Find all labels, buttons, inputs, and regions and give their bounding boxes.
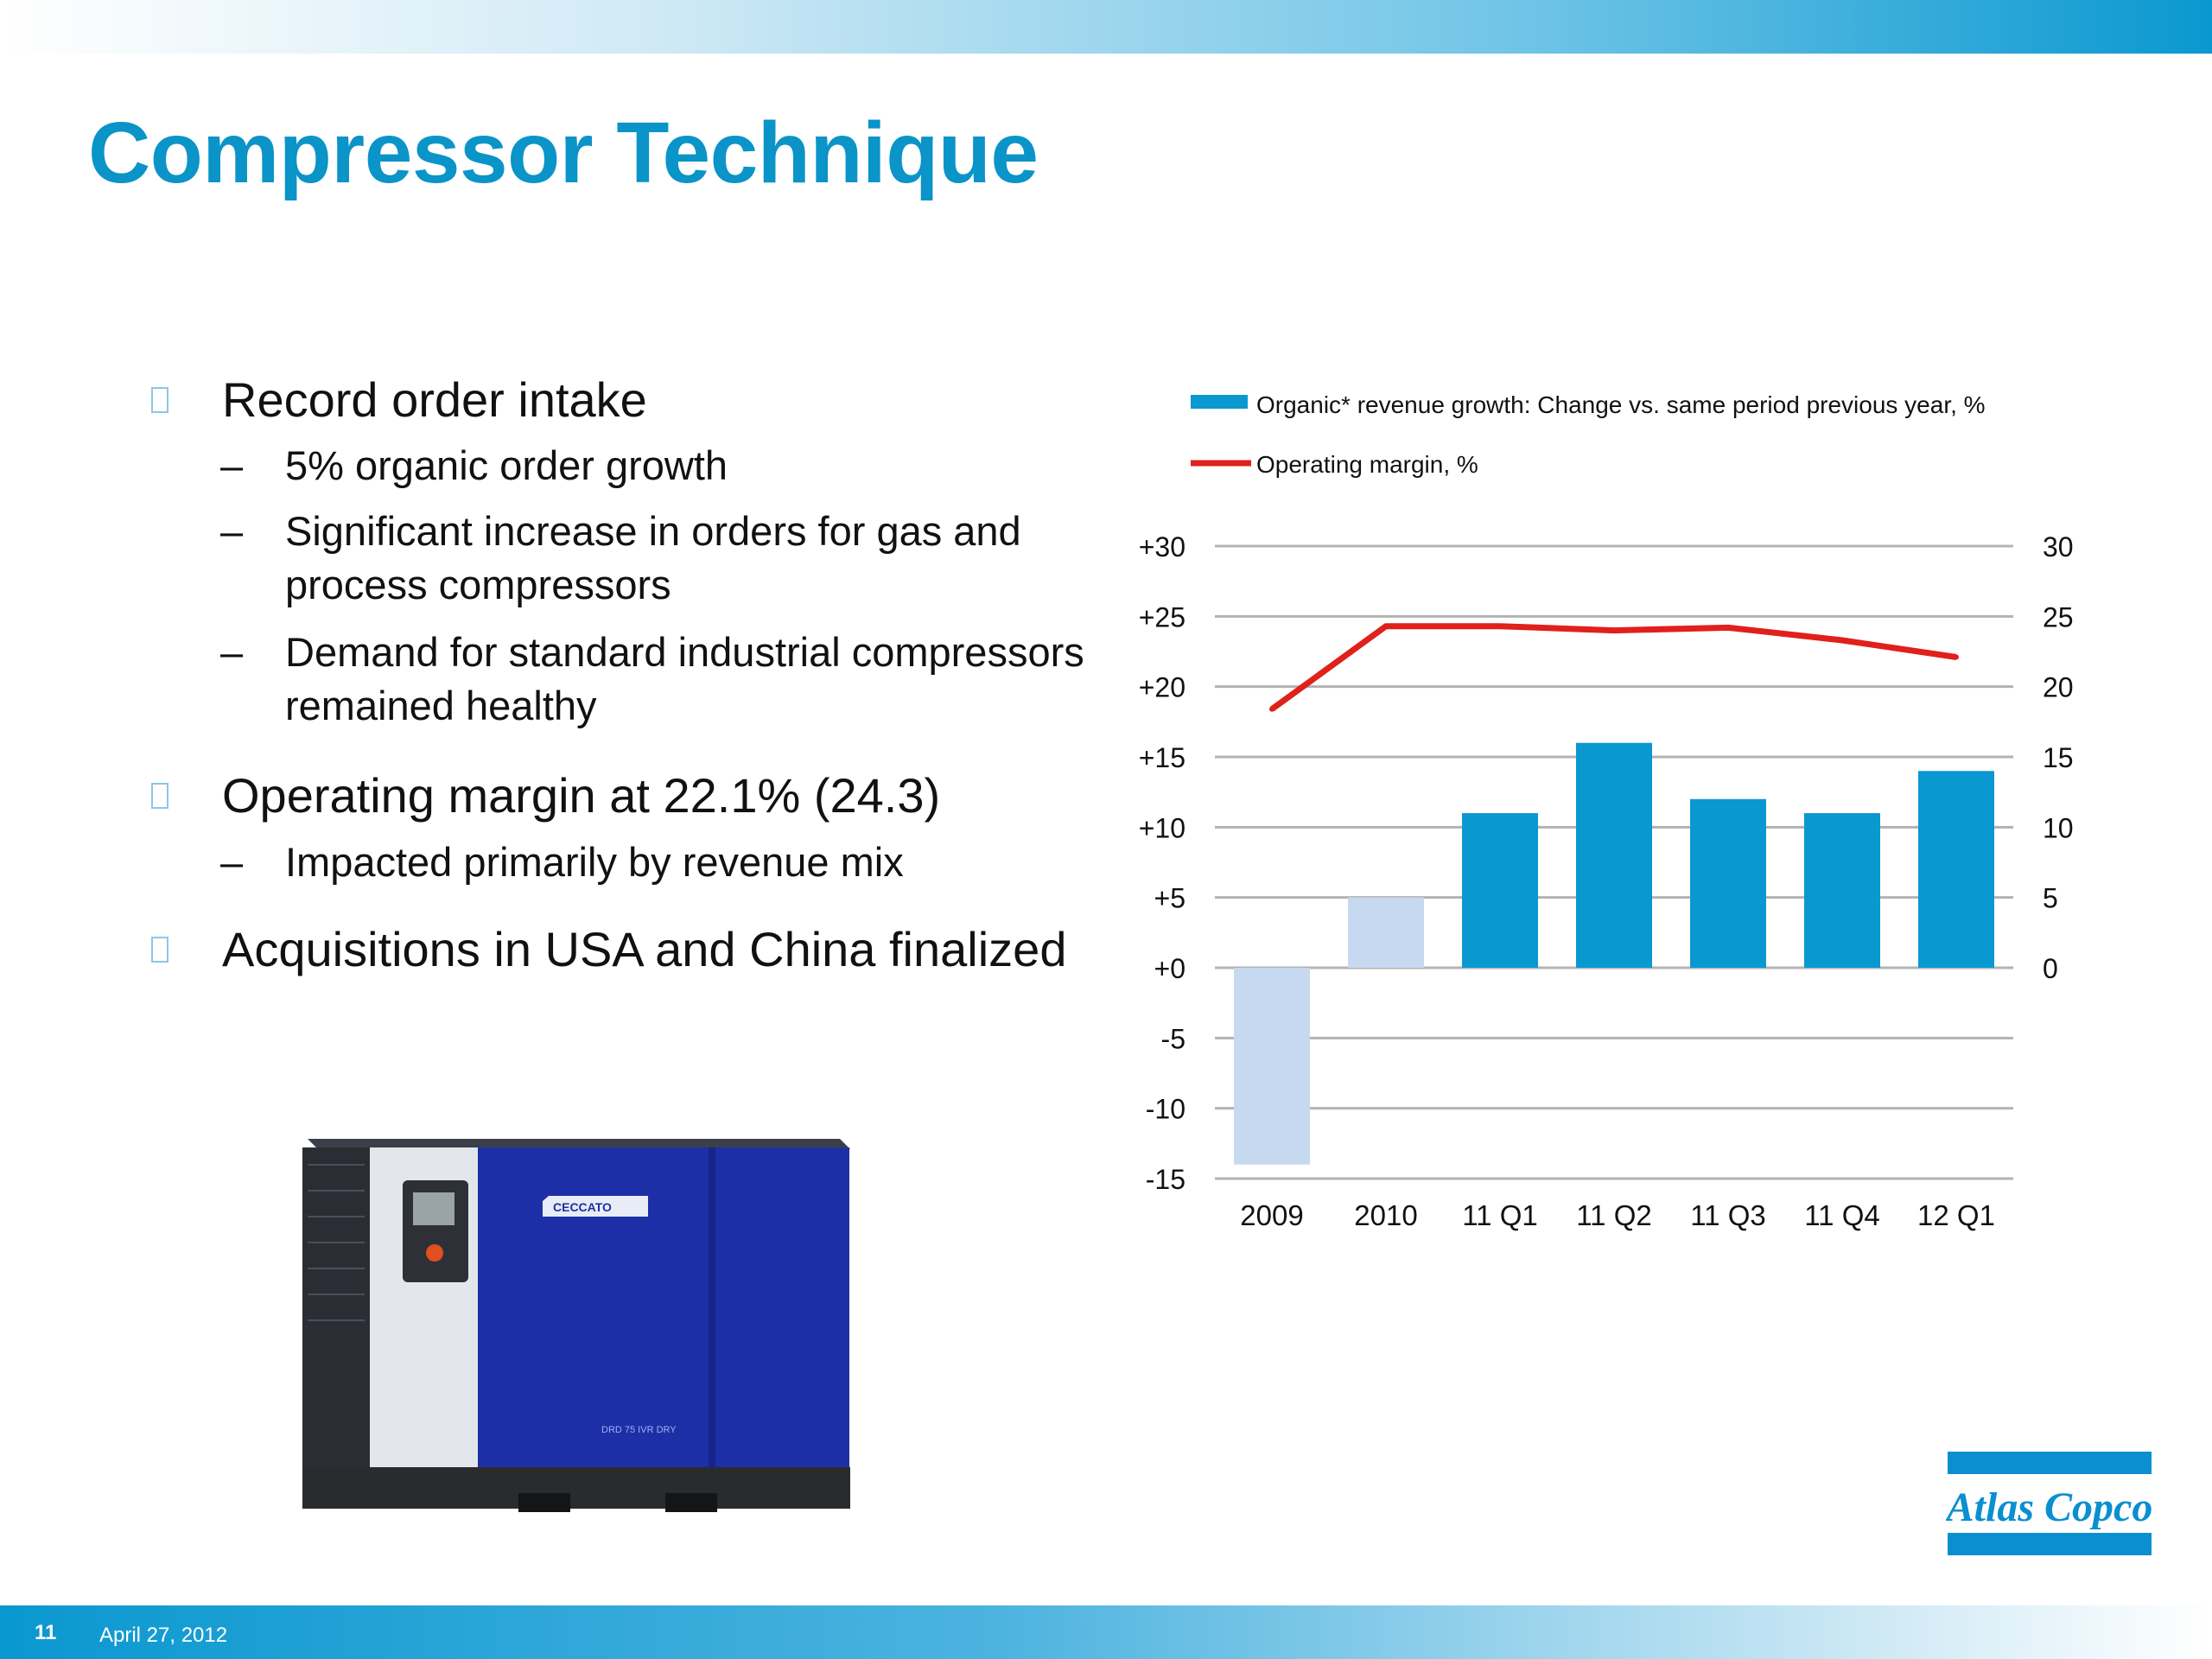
y-axis-left-tick-label: +10 <box>1139 812 1185 843</box>
x-axis-category-label: 2010 <box>1354 1199 1417 1231</box>
x-axis-category-label: 11 Q1 <box>1462 1199 1537 1231</box>
y-axis-right-tick-label: 20 <box>2043 672 2074 703</box>
y-axis-right-tick-label: 10 <box>2043 812 2074 843</box>
sub-bullet-text: Impacted primarily by revenue mix <box>285 839 904 885</box>
legend-label: Operating margin, % <box>1256 451 1478 478</box>
bar <box>1348 897 1424 968</box>
footer-gradient-bar <box>0 1605 2212 1659</box>
series-line-operating-margin <box>1269 623 1957 712</box>
sub-bullet-text: 5% organic order growth <box>285 442 728 488</box>
square-bullet-icon <box>151 387 168 413</box>
header-gradient-bar <box>0 0 2212 54</box>
x-axis-category-label: 11 Q3 <box>1690 1199 1765 1231</box>
x-axis-category-label: 11 Q4 <box>1804 1199 1879 1231</box>
y-axis-left-tick-label: +30 <box>1139 531 1185 563</box>
sub-bullet-text: Significant increase in orders for gas a… <box>285 508 1021 607</box>
sub-bullet-text: Demand for standard industrial compresso… <box>285 629 1084 728</box>
compressor-product-image: CECCATO DRD 75 IVR DRY <box>302 1139 850 1512</box>
y-axis-left-tick-label: -5 <box>1161 1023 1185 1054</box>
bar <box>1462 813 1538 968</box>
x-axis-category-label: 2009 <box>1240 1199 1303 1231</box>
line-point <box>1269 706 1274 712</box>
bar <box>1918 771 1994 968</box>
compressor-brand-label: CECCATO <box>553 1200 612 1214</box>
y-axis-right-tick-label: 25 <box>2043 601 2074 632</box>
page-title: Compressor Technique <box>88 105 1039 201</box>
y-axis-left-tick-label: -15 <box>1146 1164 1185 1195</box>
y-axis-right-tick-label: 0 <box>2043 953 2058 984</box>
dash-bullet: – <box>220 508 244 554</box>
y-axis-left-tick-label: +20 <box>1139 672 1185 703</box>
y-axis-right-tick-label: 30 <box>2043 531 2074 563</box>
bar <box>1234 968 1310 1165</box>
atlas-copco-logo: Atlas Copco <box>1946 1452 2152 1555</box>
line-point <box>1954 654 1959 660</box>
legend-label: Organic* revenue growth: Change vs. same… <box>1256 391 1986 418</box>
square-bullet-icon <box>151 783 168 809</box>
bar <box>1690 798 1766 968</box>
y-axis-right-tick-label: 15 <box>2043 742 2074 773</box>
x-axis-category-label: 11 Q2 <box>1576 1199 1651 1231</box>
bullet-text: Record order intake <box>222 372 647 427</box>
bullet-text: Acquisitions in USA and China finalized <box>222 922 1067 976</box>
footer-date: April 27, 2012 <box>99 1624 228 1647</box>
y-axis-left-tick-label: +0 <box>1154 953 1185 984</box>
line-point <box>1840 637 1845 643</box>
dash-bullet: – <box>220 839 244 885</box>
compressor-model-label: DRD 75 IVR DRY <box>601 1425 677 1435</box>
legend-swatch-bar <box>1191 395 1248 409</box>
dash-bullet: – <box>220 442 244 488</box>
dash-bullet: – <box>220 629 244 675</box>
line-point <box>1611 627 1617 633</box>
square-bullet-icon <box>151 937 168 963</box>
bullet-text: Operating margin at 22.1% (24.3) <box>222 768 941 823</box>
logo-wordmark: Atlas Copco <box>1946 1484 2152 1530</box>
page-number: 11 <box>35 1621 57 1644</box>
x-axis-category-label: 12 Q1 <box>1917 1199 1995 1231</box>
y-axis-right-tick-label: 5 <box>2043 883 2058 914</box>
y-axis-left-tick-label: +15 <box>1139 742 1185 773</box>
line-point <box>1726 625 1731 631</box>
y-axis-left-tick-label: +5 <box>1154 883 1185 914</box>
y-axis-left-tick-label: -10 <box>1146 1094 1185 1125</box>
line-point <box>1383 623 1389 629</box>
y-axis-left-tick-label: +25 <box>1139 601 1185 632</box>
bar <box>1804 813 1880 968</box>
line-point <box>1497 623 1503 629</box>
bar <box>1576 742 1652 968</box>
